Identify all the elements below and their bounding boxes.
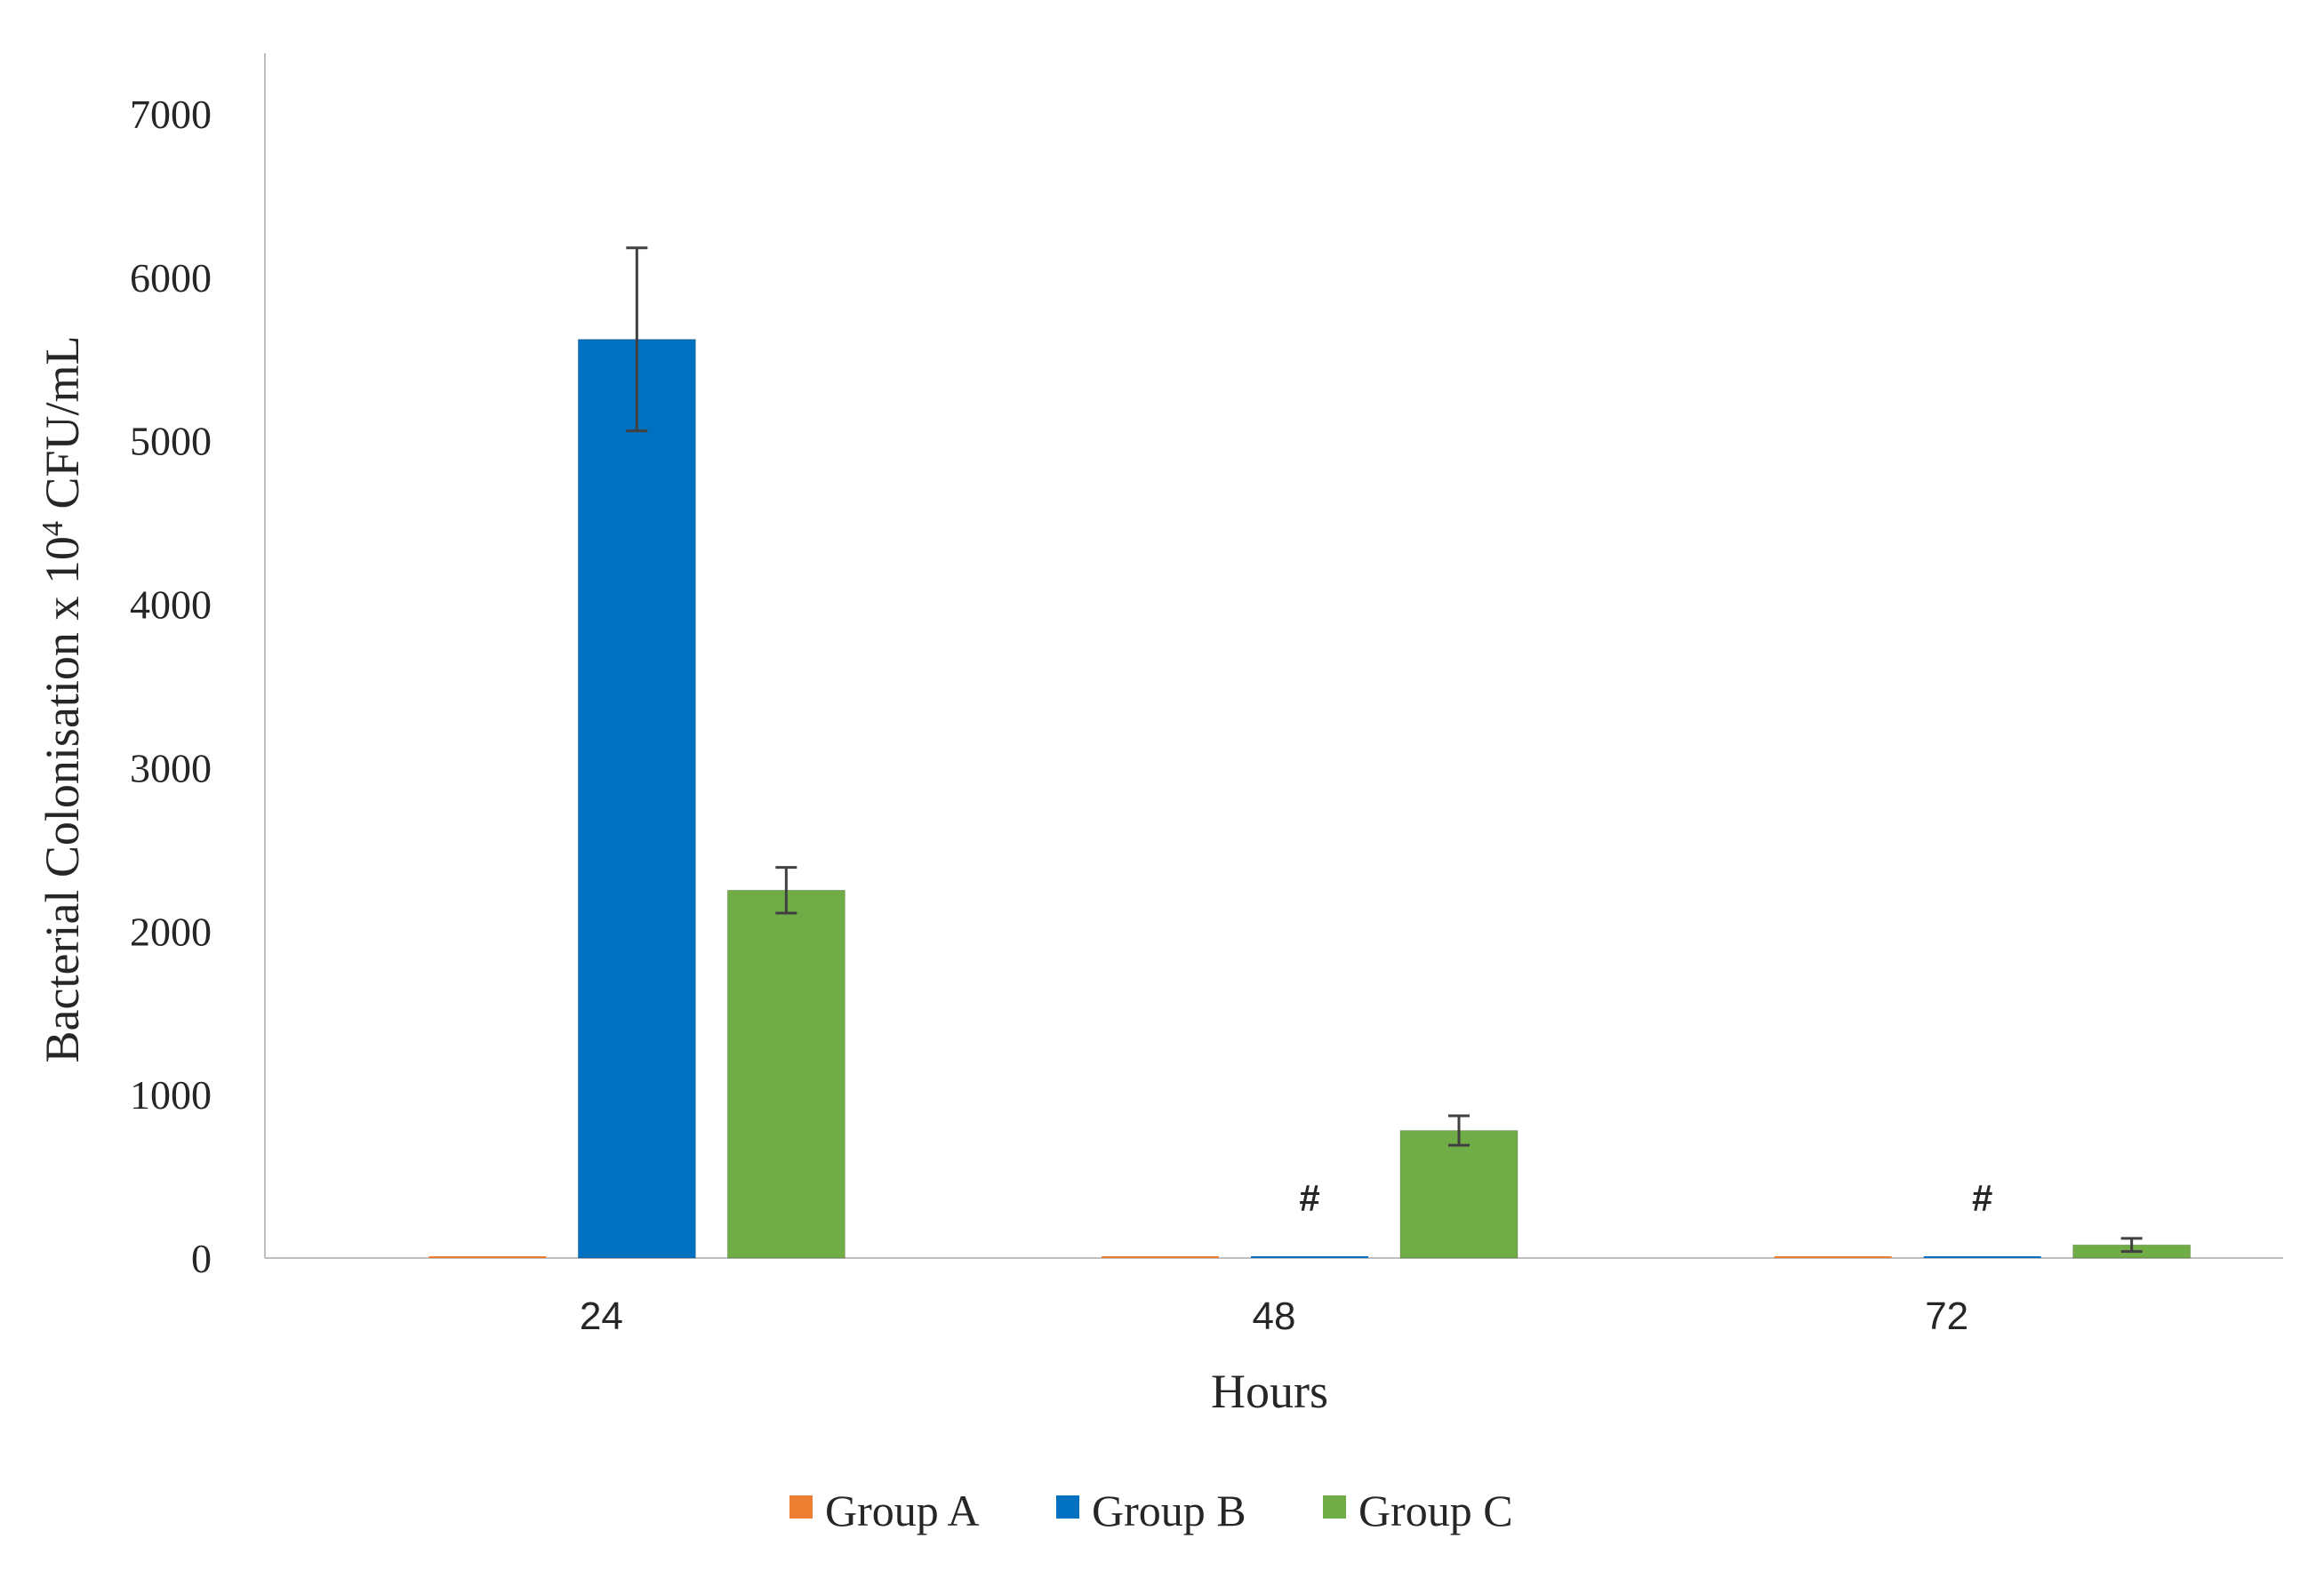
y-tick-label: 3000 <box>130 745 212 790</box>
x-axis-title: Hours <box>1211 1365 1328 1418</box>
annotation-label: # <box>1299 1177 1319 1219</box>
x-axis-ticks: 24 48 72 <box>580 1294 1968 1338</box>
bar <box>726 889 845 1259</box>
y-axis-title: Bacterial Colonisation x 104 CFU/mL <box>36 336 89 1063</box>
bar <box>1251 1256 1368 1258</box>
x-tick-label: 24 <box>580 1294 623 1338</box>
x-tick-label: 48 <box>1253 1294 1296 1338</box>
x-tick-label: 72 <box>1925 1294 1968 1338</box>
y-tick-label: 5000 <box>130 419 212 464</box>
legend-label: Group B <box>1092 1486 1246 1535</box>
legend-swatch <box>1323 1495 1346 1519</box>
legend-label: Group C <box>1358 1486 1513 1535</box>
annotations: # # <box>1299 1177 1992 1219</box>
y-axis-title-unit: CFU/mL <box>36 336 89 522</box>
y-tick-label: 0 <box>191 1236 212 1281</box>
bars <box>429 339 2192 1259</box>
bar <box>1774 1256 1892 1258</box>
error-bar <box>1448 1114 1470 1147</box>
y-axis-ticks: 0 1000 2000 3000 4000 5000 6000 7000 <box>130 92 212 1281</box>
y-axis-title-superscript: 4 <box>36 521 69 536</box>
bar <box>429 1256 547 1258</box>
y-tick-label: 2000 <box>130 909 212 954</box>
legend-label: Group A <box>825 1486 980 1535</box>
error-bar <box>2120 1237 2143 1254</box>
error-bar <box>775 866 797 915</box>
legend-swatch <box>1056 1495 1079 1519</box>
legend-swatch <box>789 1495 813 1519</box>
bar <box>1399 1130 1519 1259</box>
bar <box>1923 1256 2041 1258</box>
y-tick-label: 7000 <box>130 92 212 137</box>
bar <box>577 339 696 1259</box>
y-axis-title-main: Bacterial Colonisation x 10 <box>36 536 89 1062</box>
bar <box>1102 1256 1219 1258</box>
y-tick-label: 6000 <box>130 255 212 301</box>
y-tick-label: 1000 <box>130 1072 212 1118</box>
annotation-label: # <box>1972 1177 1992 1219</box>
legend: Group A Group B Group C <box>789 1486 1513 1535</box>
error-bar <box>626 246 648 433</box>
y-tick-label: 4000 <box>130 582 212 628</box>
error-bars <box>626 246 2143 1254</box>
